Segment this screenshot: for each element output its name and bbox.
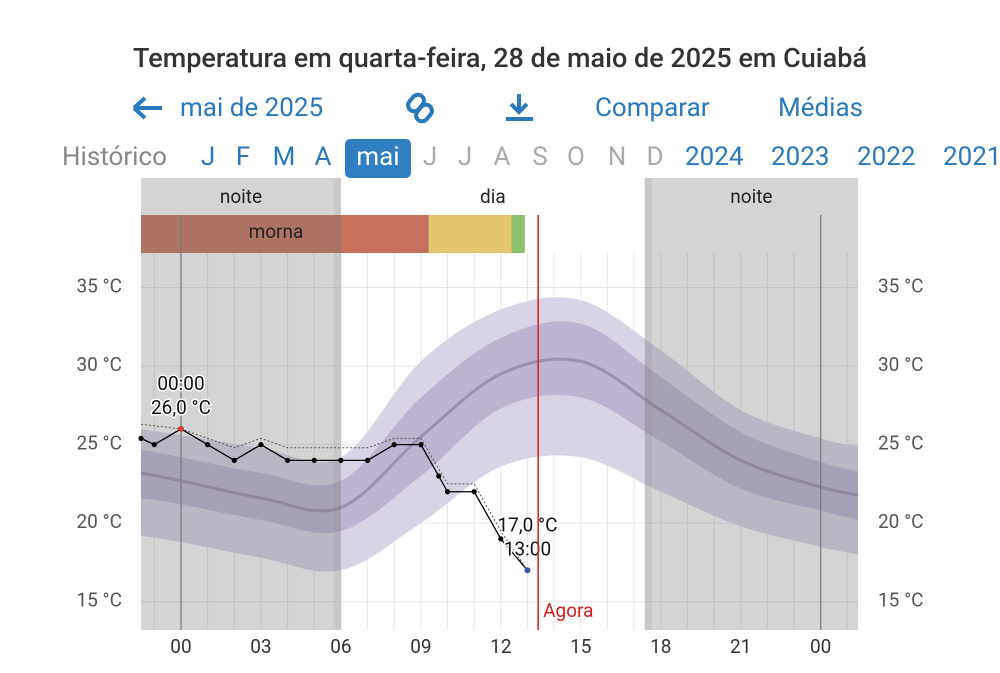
- link-icon[interactable]: [406, 92, 435, 124]
- twilight-edge: [333, 178, 341, 630]
- y2-tick-label: 25 °C: [878, 432, 924, 455]
- comfort-band: [428, 215, 512, 253]
- y-tick-label: 15 °C: [76, 589, 122, 612]
- temperature-point: [311, 457, 317, 463]
- month-link: J: [423, 142, 437, 172]
- temperature-point: [284, 457, 291, 463]
- y-tick-label: 25 °C: [76, 432, 122, 455]
- temperature-point: [151, 442, 157, 448]
- comfort-band: [511, 215, 525, 253]
- annotation-text: 26,0 °C: [151, 396, 211, 419]
- annotation-point: [524, 567, 531, 574]
- temperature-point: [391, 442, 397, 448]
- download-arrow: [509, 94, 529, 115]
- back-arrow: [132, 96, 162, 120]
- month-link: D: [646, 142, 663, 172]
- month-link[interactable]: J: [201, 142, 215, 172]
- y-tick-label: 30 °C: [76, 353, 122, 376]
- daylight-label: dia: [480, 185, 506, 208]
- link-part: [414, 102, 434, 124]
- annotation-point: [177, 425, 184, 432]
- temperature-point: [138, 435, 144, 441]
- download-icon[interactable]: [506, 94, 533, 121]
- night-shade: [644, 178, 858, 630]
- annotation-text: 00:00: [157, 372, 204, 395]
- month-link: N: [608, 142, 627, 172]
- now-label: Agora: [543, 599, 593, 622]
- x-tick-label: 09: [410, 635, 431, 658]
- compare-link[interactable]: Comparar: [595, 93, 710, 123]
- history-label: Histórico: [62, 142, 167, 172]
- twilight-edge: [644, 178, 652, 630]
- x-tick-label: 00: [170, 635, 191, 658]
- comfort-band: [141, 215, 429, 253]
- temperature-point: [471, 489, 477, 495]
- month-link: O: [567, 142, 585, 172]
- temperature-point: [338, 457, 344, 463]
- annotation-text: 13:00: [504, 537, 551, 560]
- y2-tick-label: 20 °C: [878, 510, 924, 533]
- x-tick-label: 12: [490, 635, 511, 658]
- y-tick-label: 35 °C: [76, 275, 122, 298]
- daylight-label: noite: [730, 185, 772, 208]
- x-tick-label: 18: [650, 635, 671, 658]
- back-label[interactable]: mai de 2025: [180, 93, 323, 123]
- month-link: J: [458, 142, 472, 172]
- night-shade: [141, 178, 341, 630]
- month-link[interactable]: M: [273, 142, 296, 172]
- month-link: A: [494, 142, 511, 172]
- temperature-point: [205, 442, 211, 448]
- median-line: [140, 357, 859, 513]
- daylight-label: noite: [220, 185, 262, 208]
- month-link[interactable]: A: [315, 142, 332, 172]
- temperature-point: [418, 442, 424, 448]
- temperature-point: [436, 473, 442, 479]
- y-tick-label: 20 °C: [76, 510, 122, 533]
- year-link[interactable]: 2024: [685, 142, 744, 172]
- month-link[interactable]: F: [236, 142, 250, 172]
- temperature-point: [444, 489, 451, 495]
- temperature-point: [364, 457, 371, 463]
- back-link[interactable]: mai de 2025: [132, 93, 323, 123]
- year-link[interactable]: 2021: [943, 142, 1000, 172]
- chart: 15 °C 15 °C 20 °C 20 °C 25 °C 25 °C 30 °C 30 °C…: [76, 178, 924, 658]
- normal-band: [141, 321, 858, 534]
- x-tick-label: 15: [570, 635, 591, 658]
- y2-tick-label: 30 °C: [878, 353, 924, 376]
- selected-month-bg: [345, 139, 411, 178]
- page-title: Temperatura em quarta-feira, 28 de maio …: [133, 42, 867, 74]
- month-link[interactable]: mai: [356, 142, 399, 172]
- temperature-point: [498, 536, 504, 542]
- y2-tick-label: 15 °C: [878, 589, 924, 612]
- x-tick-label: 21: [730, 635, 751, 658]
- download-base: [506, 117, 533, 121]
- annotation-text: 17,0 °C: [498, 513, 558, 536]
- year-link[interactable]: 2022: [857, 142, 915, 172]
- x-tick-label: 06: [330, 635, 351, 658]
- comfort-label: morna: [249, 220, 304, 243]
- month-link: S: [532, 142, 547, 172]
- x-tick-label: 03: [250, 635, 271, 658]
- averages-link[interactable]: Médias: [778, 93, 863, 123]
- feels-like-line: [140, 423, 528, 571]
- temperature-point: [231, 457, 237, 463]
- x-tick-label: 00: [810, 635, 831, 658]
- temperature-point: [258, 442, 264, 448]
- year-link[interactable]: 2023: [771, 142, 829, 172]
- y2-tick-label: 35 °C: [878, 275, 924, 298]
